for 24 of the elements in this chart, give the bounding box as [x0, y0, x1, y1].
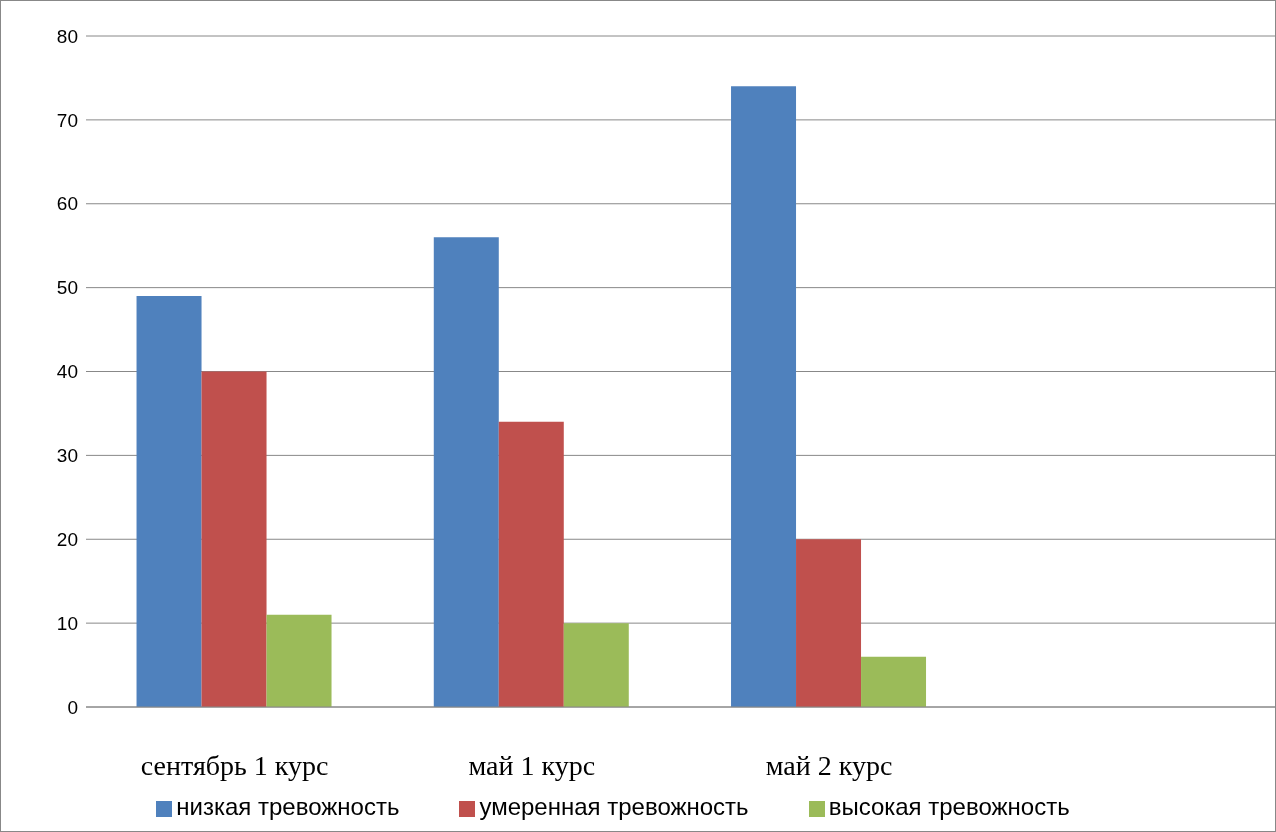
legend-label: умеренная тревожность: [479, 793, 749, 820]
bar: [796, 539, 862, 707]
y-tick-label: 40: [56, 361, 78, 383]
y-tick-label: 0: [67, 696, 78, 718]
bar: [861, 656, 927, 707]
bar: [201, 371, 267, 707]
y-tick-label: 30: [56, 445, 78, 467]
y-tick-label: 20: [56, 528, 78, 550]
bar: [136, 296, 202, 707]
y-tick-label: 10: [56, 612, 78, 634]
legend-label: высокая тревожность: [828, 793, 1070, 820]
legend-label: низкая тревожность: [176, 793, 400, 820]
bar: [433, 237, 499, 707]
y-tick-label: 50: [56, 277, 78, 299]
bar: [731, 86, 797, 707]
x-tick-label: май 2 курс: [765, 749, 893, 781]
y-tick-label: 80: [56, 25, 78, 47]
x-tick-label: май 1 курс: [468, 749, 596, 781]
bar: [498, 421, 564, 707]
x-tick-label: сентябрь 1 курс: [140, 749, 329, 781]
bar: [563, 623, 629, 707]
y-tick-label: 60: [56, 193, 78, 215]
bar: [266, 614, 332, 707]
y-tick-label: 70: [56, 109, 78, 131]
